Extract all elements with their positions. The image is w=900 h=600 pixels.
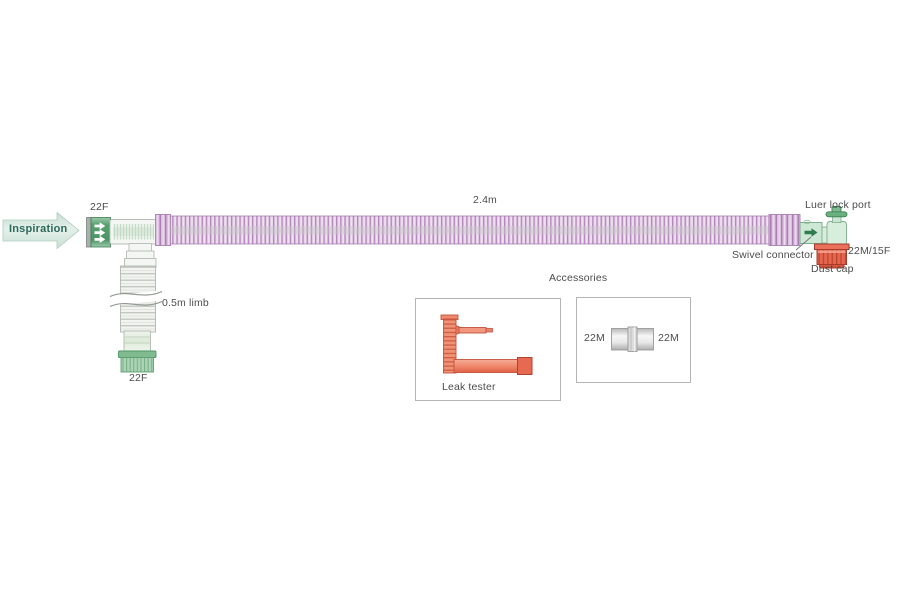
luer-lock-port-label: Luer lock port [805, 199, 871, 211]
leak-tester-label: Leak tester [442, 381, 496, 393]
limb-length-label: 0.5m limb [162, 297, 209, 309]
tube-break-marks [109, 290, 163, 308]
limb-size-label: 22F [129, 372, 148, 384]
swivel-leader-line [795, 236, 812, 251]
adapter-graphic [611, 326, 654, 352]
leak-tester-box [415, 298, 561, 401]
dust-cap [814, 243, 850, 269]
swivel-connector-label: Swivel connector [732, 249, 814, 261]
t-piece [109, 219, 157, 268]
main-tube [155, 214, 801, 246]
flow-direction-arrows-icon [94, 222, 106, 244]
luer-lock-port [825, 206, 848, 223]
patient-end-assembly [795, 206, 850, 269]
swivel-connector [799, 219, 823, 244]
adapter-size-label-left: 22M [584, 332, 605, 344]
leak-tester-graphic [440, 314, 533, 375]
expiratory-limb [109, 265, 163, 373]
dust-cap-label: Dust cap [811, 263, 854, 275]
limb-end-connector [118, 350, 157, 373]
inspiration-label: Inspiration [9, 223, 68, 235]
elbow-connector [821, 221, 847, 246]
inspiration-arrow-icon [2, 211, 80, 250]
inlet-size-label: 22F [90, 201, 109, 213]
patient-end-size-label: 22M/15F [848, 245, 891, 257]
inlet-connector [86, 217, 111, 248]
adapter-size-label-right: 22M [658, 332, 679, 344]
accessories-title: Accessories [549, 272, 608, 284]
tube-length-label: 2.4m [473, 194, 497, 206]
